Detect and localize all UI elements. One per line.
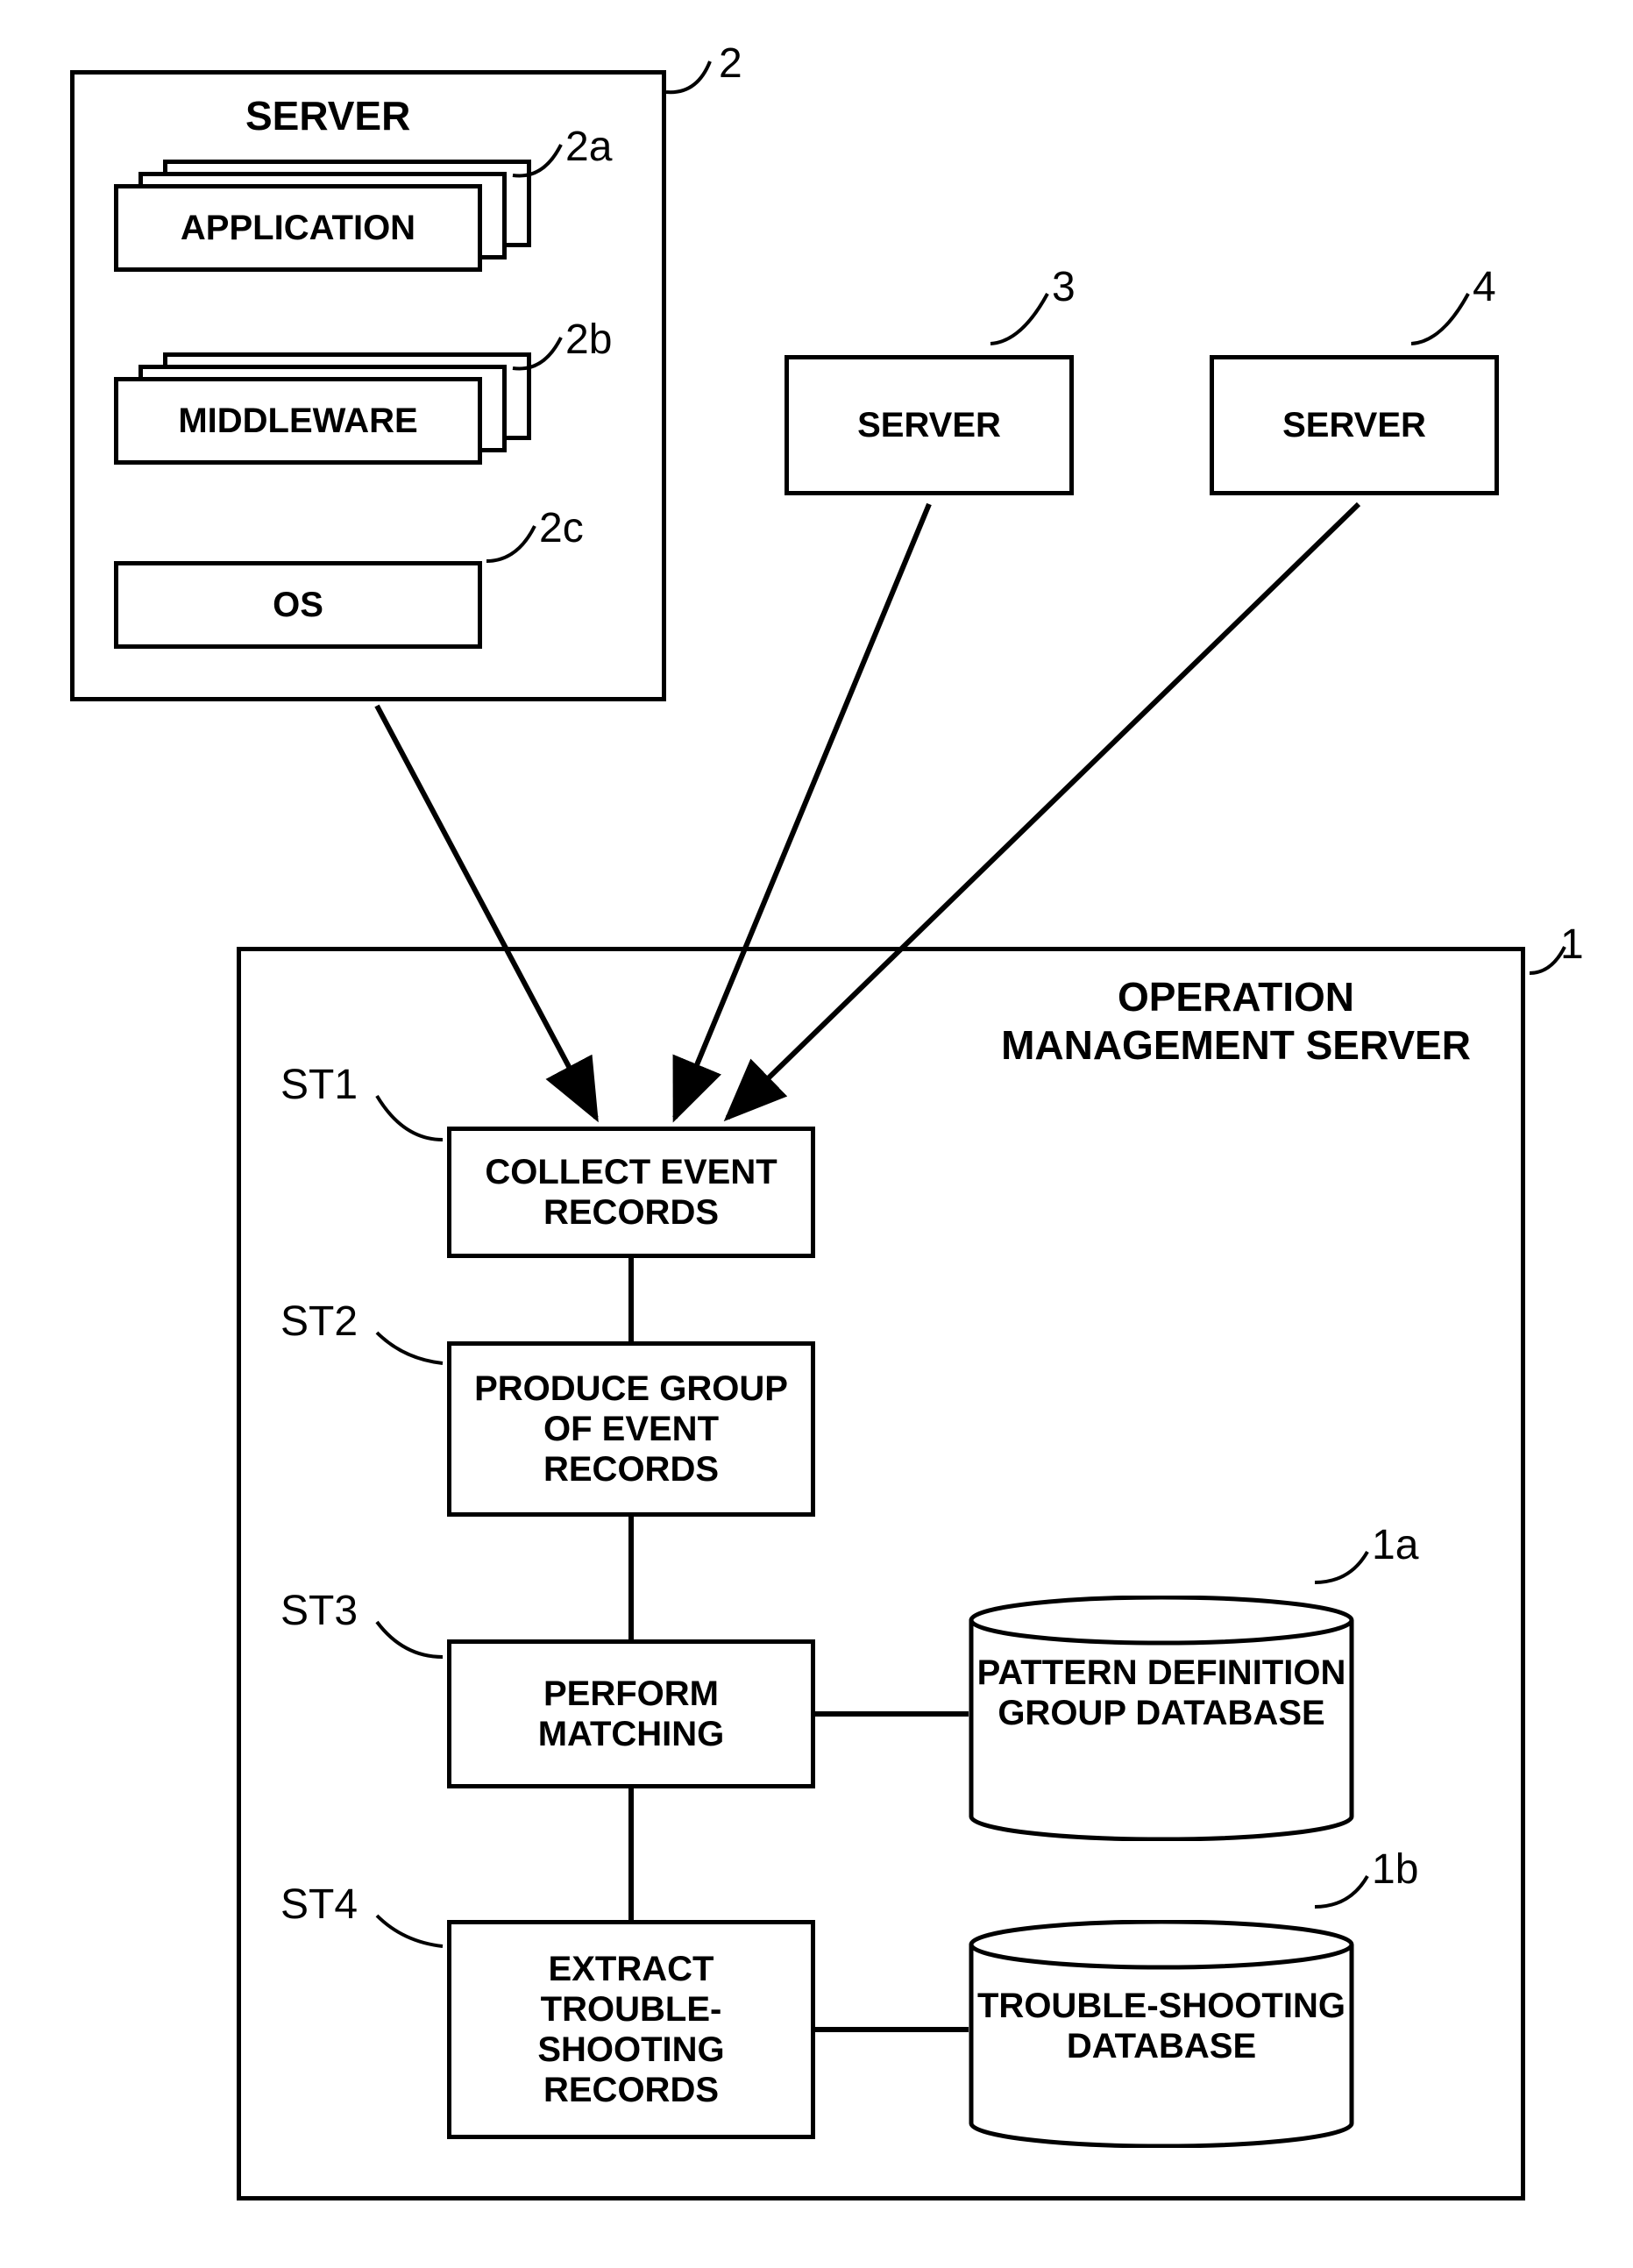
ref4: 4 [1473,263,1496,311]
ref2b: 2b [565,316,612,364]
server4-box: SERVER [1210,355,1499,495]
application-label: APPLICATION [181,208,415,248]
middleware-box: MIDDLEWARE [114,377,482,465]
oms-title-text: OPERATION MANAGEMENT SERVER [1001,974,1471,1068]
leader-ref1 [1530,947,1565,973]
ref2a: 2a [565,123,612,171]
server4-label: SERVER [1282,405,1426,445]
leader-ref4 [1411,294,1468,344]
st1-label: COLLECT EVENT RECORDS [451,1152,811,1233]
oms-title: OPERATION MANAGEMENT SERVER [990,973,1481,1070]
os-label: OS [273,585,323,625]
ref3: 3 [1052,263,1076,311]
ref2: 2 [719,39,742,88]
db1a-cylinder: PATTERN DEFINITION GROUP DATABASE [969,1596,1354,1841]
st3-box: PERFORM MATCHING [447,1639,815,1788]
server3-box: SERVER [785,355,1074,495]
application-box: APPLICATION [114,184,482,272]
db1b-cylinder: TROUBLE-SHOOTING DATABASE [969,1920,1354,2148]
os-box: OS [114,561,482,649]
ref1: 1 [1560,921,1584,969]
server3-label: SERVER [857,405,1001,445]
middleware-label: MIDDLEWARE [178,401,417,441]
st1-ref: ST1 [280,1061,358,1109]
st3-label: PERFORM MATCHING [451,1674,811,1754]
st2-ref: ST2 [280,1298,358,1346]
st3-ref: ST3 [280,1587,358,1635]
st2-label: PRODUCE GROUP OF EVENT RECORDS [465,1369,798,1489]
leader-ref2 [666,61,710,92]
ref1a: 1a [1372,1521,1418,1569]
server2-title: SERVER [245,92,410,139]
db1a-label: PATTERN DEFINITION GROUP DATABASE [969,1653,1354,1733]
st4-ref: ST4 [280,1881,358,1929]
ref1b: 1b [1372,1845,1418,1894]
st1-box: COLLECT EVENT RECORDS [447,1127,815,1258]
st4-label: EXTRACT TROUBLE-SHOOTING RECORDS [469,1949,793,2110]
ref2c: 2c [539,504,584,552]
st2-box: PRODUCE GROUP OF EVENT RECORDS [447,1341,815,1517]
db1b-label: TROUBLE-SHOOTING DATABASE [969,1986,1354,2066]
leader-ref3 [990,294,1047,344]
st4-box: EXTRACT TROUBLE-SHOOTING RECORDS [447,1920,815,2139]
